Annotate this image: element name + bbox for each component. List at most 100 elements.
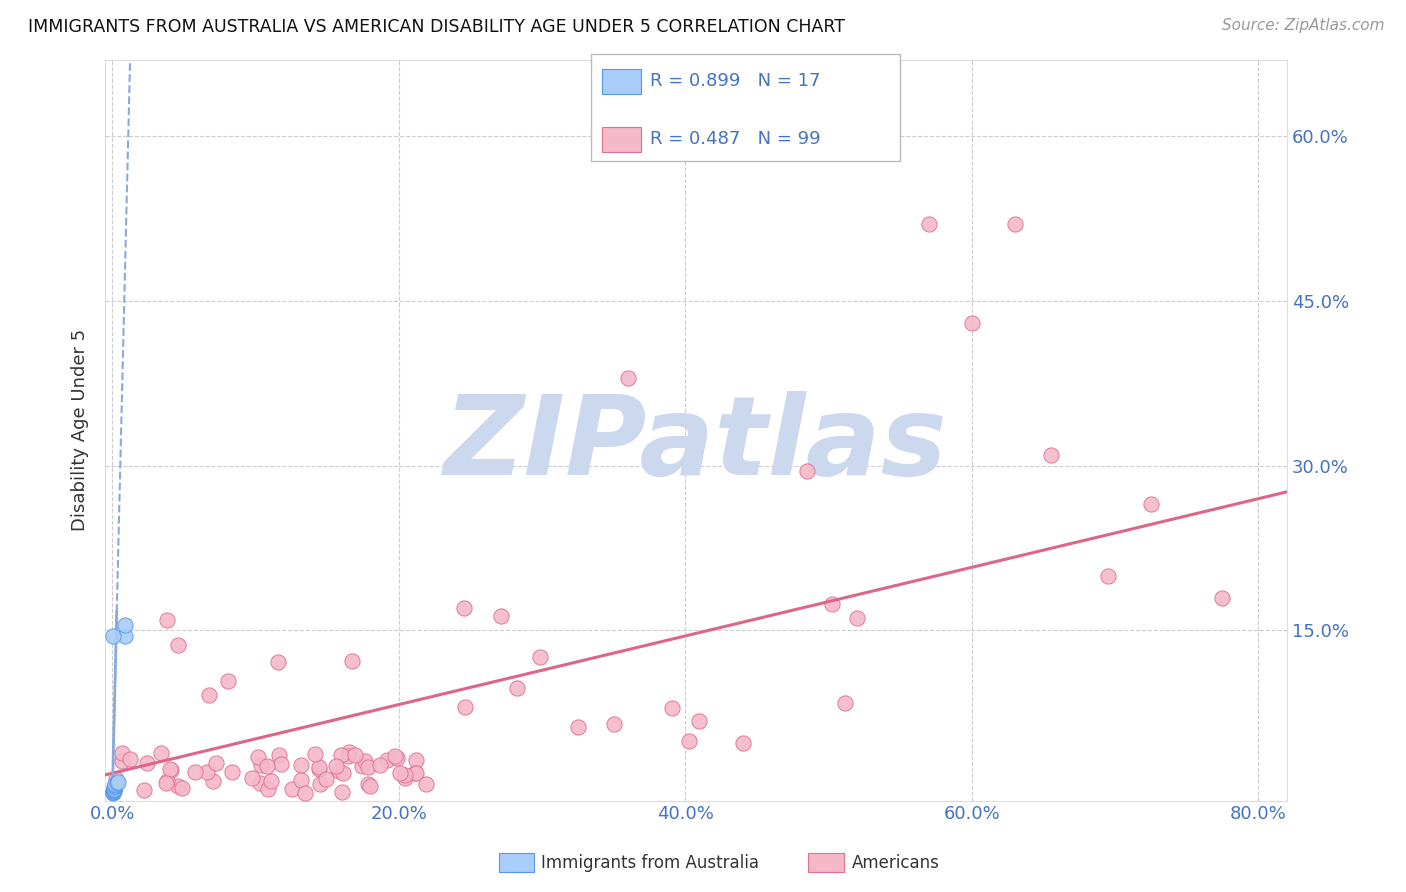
Point <box>267 655 290 669</box>
Point <box>184 764 207 779</box>
Point <box>205 756 228 771</box>
Point <box>387 750 409 764</box>
Point <box>160 763 183 777</box>
Point <box>105 776 128 790</box>
Point <box>368 757 391 772</box>
Y-axis label: Disability Age Under 5: Disability Age Under 5 <box>72 329 89 532</box>
Point <box>330 785 353 799</box>
Point <box>159 762 181 776</box>
Point <box>155 776 177 790</box>
Point <box>217 674 239 689</box>
Point <box>678 734 700 748</box>
Text: Immigrants from Australia: Immigrants from Australia <box>541 854 759 871</box>
Point <box>308 763 330 777</box>
Point <box>491 608 513 623</box>
Point <box>267 747 290 762</box>
Point <box>350 759 373 773</box>
Point <box>1097 568 1119 582</box>
Point <box>325 759 347 773</box>
Point <box>821 598 844 612</box>
Point <box>103 781 125 796</box>
Point <box>405 765 427 780</box>
Point <box>120 752 142 766</box>
Point <box>104 777 127 791</box>
Point <box>132 783 155 797</box>
Point <box>101 629 124 643</box>
Point <box>834 696 856 710</box>
Point <box>415 777 437 791</box>
Point <box>1004 217 1026 231</box>
Point <box>107 775 129 789</box>
Point <box>198 688 221 702</box>
Point <box>103 785 125 799</box>
Point <box>110 747 132 761</box>
Point <box>337 749 360 764</box>
Point <box>1139 497 1161 511</box>
Point <box>103 780 125 795</box>
Point <box>281 781 304 796</box>
Point <box>337 745 360 759</box>
Point <box>315 772 337 786</box>
Point <box>294 786 316 800</box>
Point <box>617 371 640 385</box>
Point <box>329 747 352 762</box>
Point <box>249 776 271 790</box>
Point <box>405 753 427 767</box>
Point <box>918 217 941 231</box>
Point <box>101 785 124 799</box>
Point <box>377 753 399 767</box>
Point <box>506 681 529 695</box>
Point <box>114 629 136 643</box>
Point <box>256 759 278 773</box>
Point <box>960 316 983 330</box>
Point <box>166 638 188 652</box>
Text: R = 0.899   N = 17: R = 0.899 N = 17 <box>650 72 820 90</box>
Point <box>332 765 354 780</box>
Text: Americans: Americans <box>852 854 939 871</box>
Point <box>167 779 190 793</box>
Point <box>105 772 128 786</box>
Point <box>172 780 194 795</box>
Point <box>103 783 125 797</box>
Point <box>661 701 683 715</box>
Point <box>257 782 280 797</box>
Point <box>103 782 125 797</box>
Point <box>1039 448 1062 462</box>
Point <box>394 768 416 782</box>
Point <box>104 778 127 792</box>
Point <box>103 781 125 796</box>
Point <box>357 776 380 790</box>
Point <box>453 601 475 615</box>
Point <box>845 611 868 625</box>
Point <box>155 613 177 627</box>
Point <box>328 764 350 779</box>
Point <box>796 464 818 478</box>
Point <box>240 772 263 786</box>
Text: IMMIGRANTS FROM AUSTRALIA VS AMERICAN DISABILITY AGE UNDER 5 CORRELATION CHART: IMMIGRANTS FROM AUSTRALIA VS AMERICAN DI… <box>28 18 845 36</box>
Point <box>103 782 125 797</box>
Point <box>103 783 125 797</box>
Point <box>360 779 382 793</box>
Point <box>454 699 477 714</box>
Point <box>1211 591 1233 605</box>
Text: Source: ZipAtlas.com: Source: ZipAtlas.com <box>1222 18 1385 33</box>
Point <box>308 777 330 791</box>
Point <box>404 765 426 780</box>
Point <box>249 757 271 772</box>
Point <box>384 748 406 763</box>
Point <box>357 760 380 774</box>
Point <box>308 760 330 774</box>
Point <box>388 766 411 780</box>
Point <box>114 618 136 632</box>
Point <box>688 714 710 728</box>
Point <box>353 754 375 768</box>
Point <box>111 754 134 768</box>
Point <box>246 750 269 764</box>
Point <box>202 773 225 788</box>
Point <box>529 650 551 665</box>
Point <box>260 774 283 789</box>
Point <box>343 748 366 763</box>
Point <box>149 746 172 760</box>
Point <box>221 765 243 780</box>
Point <box>101 786 124 800</box>
